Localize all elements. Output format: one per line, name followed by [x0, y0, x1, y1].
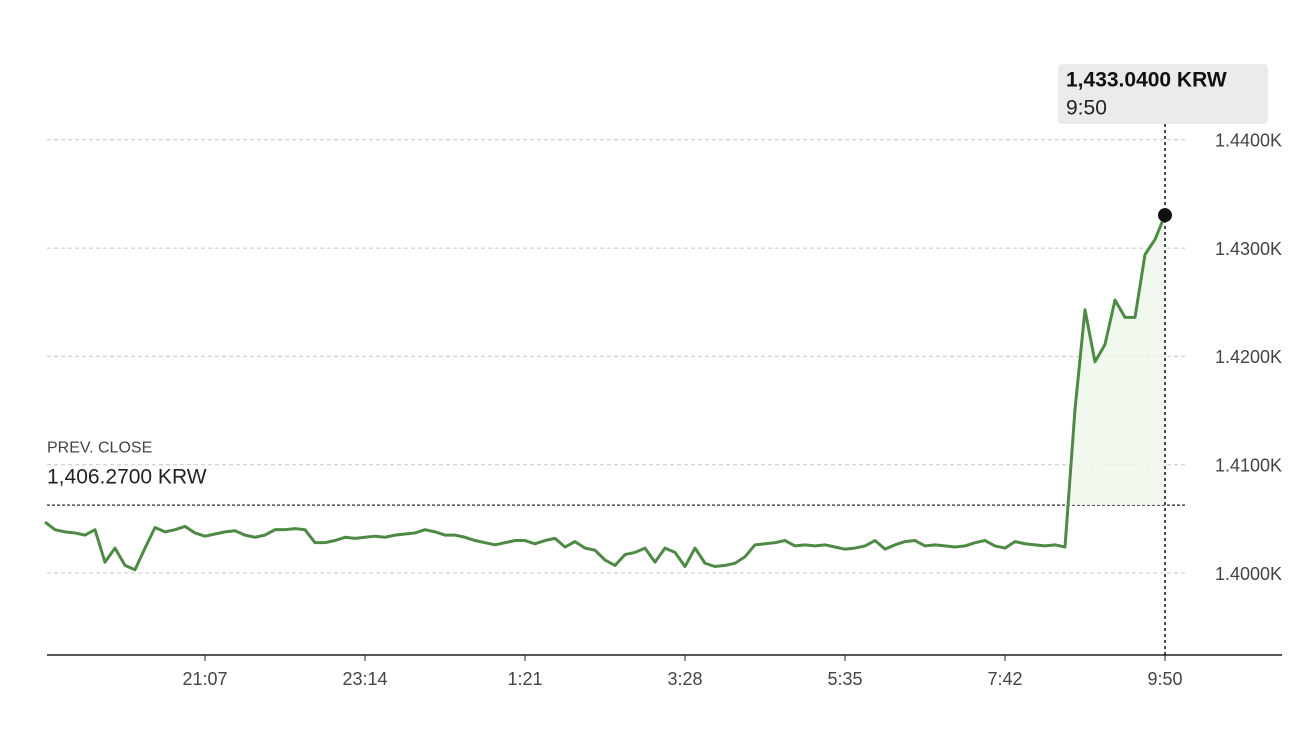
tooltip-box — [1058, 64, 1268, 124]
plot: 1.4000K 1.4100K 1.4200K 1.4300K 1.4400K 21:07… — [44, 64, 1282, 689]
x-tick-label: 7:42 — [987, 669, 1022, 689]
last-point — [1158, 208, 1172, 223]
x-tick-label: 5:35 — [827, 669, 862, 689]
x-tick-label: 9:50 — [1147, 669, 1182, 689]
x-tick-label: 21:07 — [182, 669, 227, 689]
tooltip-time: 9:50 — [1066, 97, 1107, 120]
y-tick-label: 1.4300K — [1215, 239, 1282, 259]
prev-close-value: 1,406.2700 KRW — [47, 466, 207, 489]
y-tick-label: 1.4400K — [1215, 131, 1282, 151]
tooltip-value: 1,433.0400 KRW — [1066, 69, 1227, 92]
x-tick-label: 3:28 — [667, 669, 702, 689]
price-line — [44, 214, 1167, 572]
y-tick-label: 1.4100K — [1215, 455, 1282, 475]
x-tick-label: 23:14 — [342, 669, 387, 689]
prev-close-label: PREV. CLOSE — [47, 439, 152, 456]
y-tick-label: 1.4200K — [1215, 347, 1282, 367]
y-tick-label: 1.4000K — [1215, 564, 1282, 584]
area-fill — [45, 215, 1165, 506]
x-tick-label: 1:21 — [507, 669, 542, 689]
